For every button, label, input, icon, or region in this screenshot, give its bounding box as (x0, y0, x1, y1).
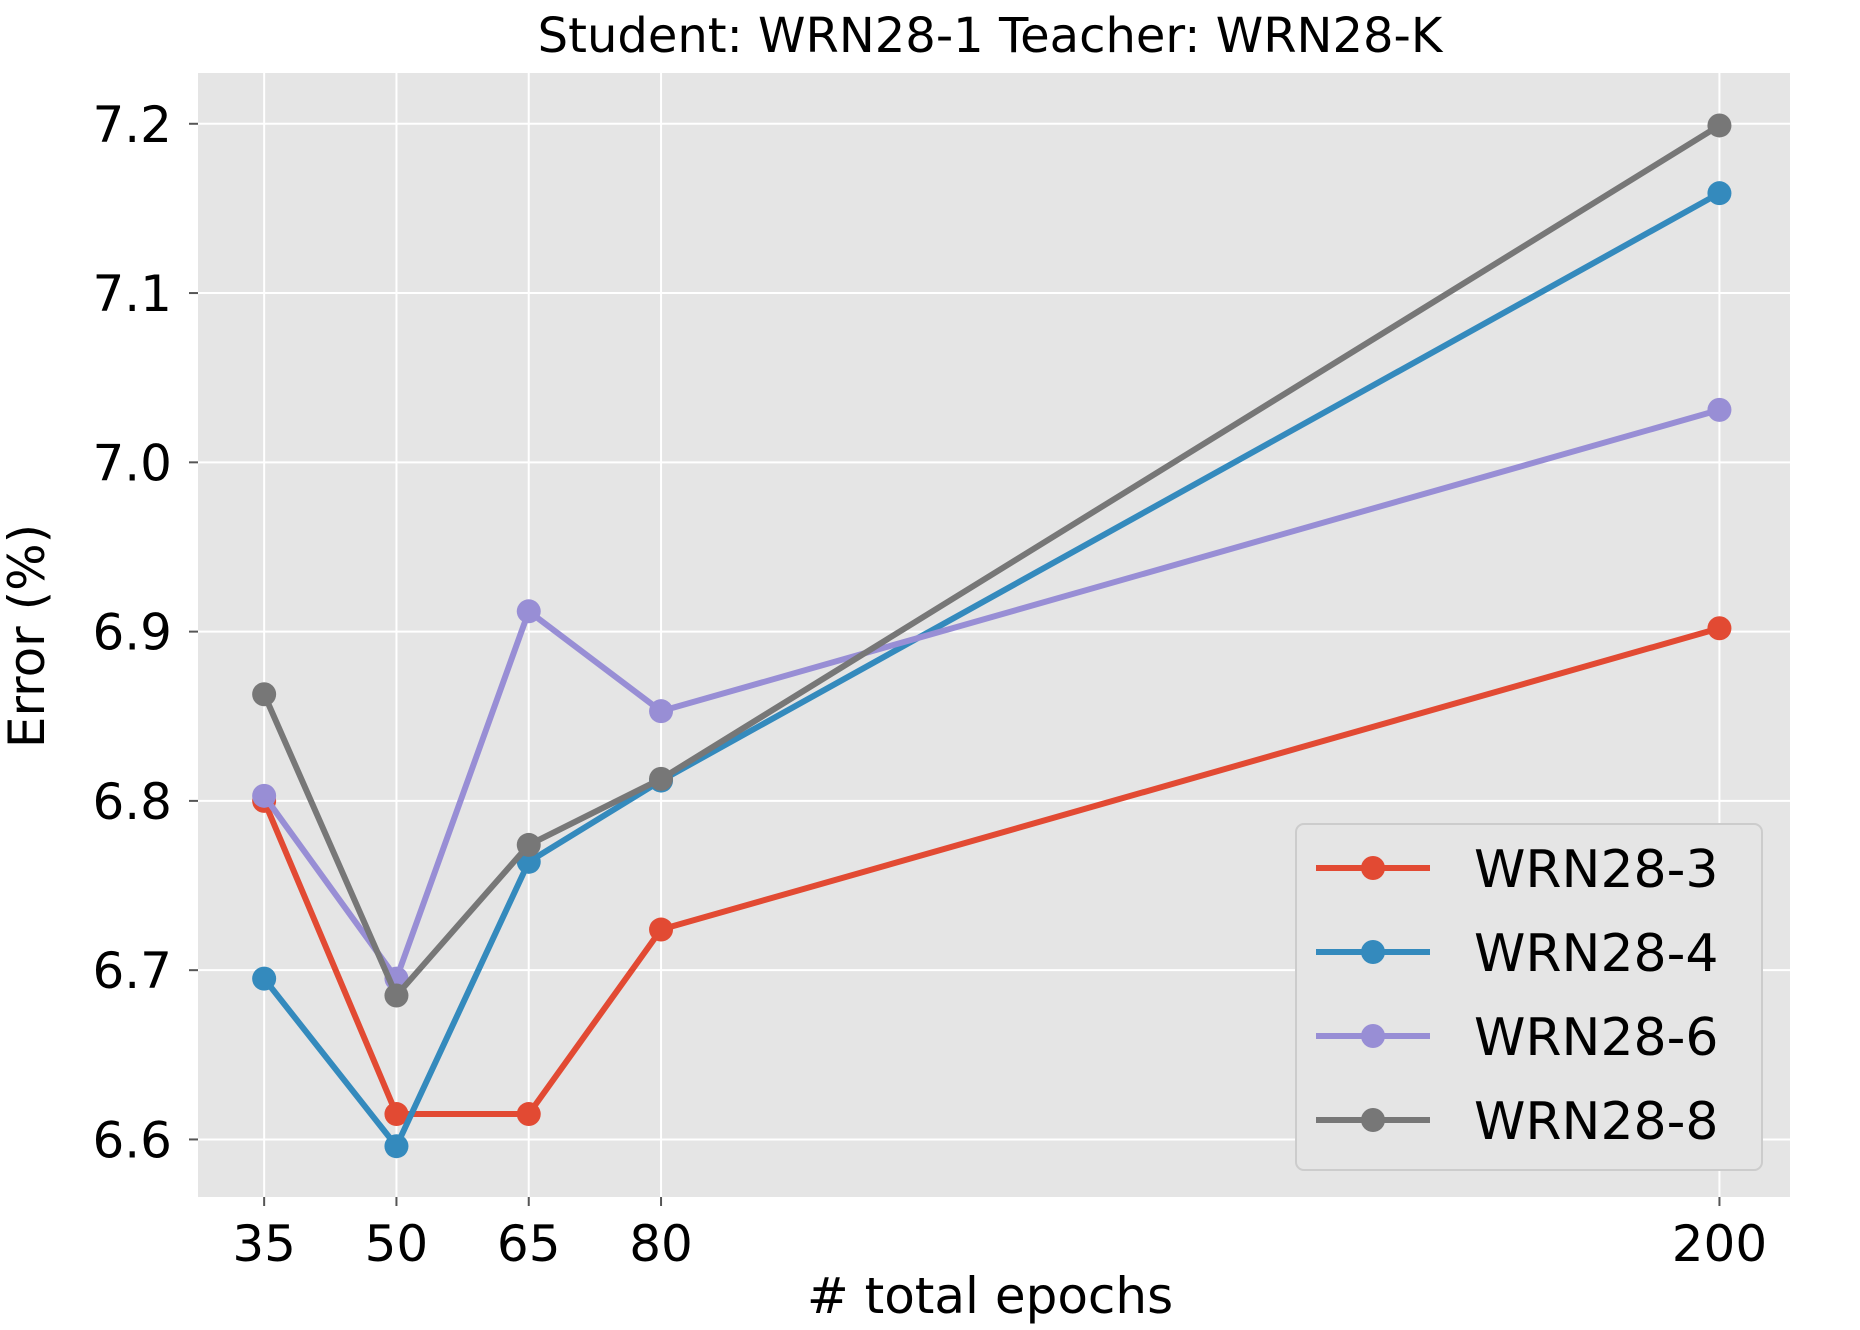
series-layer (252, 113, 1732, 1159)
x-tick-label: 80 (629, 1215, 693, 1273)
legend-marker-wrn28-8 (1361, 1108, 1385, 1132)
data-point-wrn28-8 (252, 682, 277, 707)
y-tick-label: 7.0 (92, 434, 172, 492)
data-point-wrn28-3 (384, 1102, 409, 1127)
data-point-wrn28-6 (516, 599, 541, 624)
x-tick-label: 35 (232, 1215, 296, 1273)
x-tick-label: 200 (1672, 1215, 1767, 1273)
y-tick-label: 6.9 (92, 604, 172, 662)
data-point-wrn28-6 (252, 783, 277, 808)
y-tick-label: 6.7 (92, 942, 172, 1000)
legend-marker-wrn28-3 (1361, 856, 1385, 880)
x-axis-label: # total epochs (807, 1267, 1173, 1325)
series-wrn28-8 (252, 113, 1732, 1008)
legend-box (1295, 823, 1763, 1171)
data-point-wrn28-3 (649, 917, 674, 942)
x-tick-label: 50 (365, 1215, 429, 1273)
legend-marker-wrn28-4 (1361, 940, 1385, 964)
y-tick-label: 7.1 (92, 265, 172, 323)
chart-title: Student: WRN28-1 Teacher: WRN28-K (538, 8, 1444, 64)
data-point-wrn28-6 (1707, 397, 1732, 422)
data-point-wrn28-8 (516, 832, 541, 857)
ticks: 35 50 65 80 200 6.6 6.7 6.8 6.9 7.0 7.1 7.2 (92, 96, 1767, 1273)
data-point-wrn28-8 (384, 983, 409, 1008)
legend-label-wrn28-4: WRN28-4 (1474, 924, 1718, 984)
data-point-wrn28-4 (384, 1134, 409, 1159)
data-point-wrn28-4 (252, 966, 277, 991)
legend-label-wrn28-8: WRN28-8 (1474, 1092, 1718, 1152)
x-tick-label: 65 (497, 1215, 561, 1273)
data-point-wrn28-8 (649, 766, 674, 791)
data-point-wrn28-6 (649, 699, 674, 724)
data-point-wrn28-4 (1707, 181, 1732, 206)
y-tick-label: 6.8 (92, 773, 172, 831)
y-tick-label: 7.2 (92, 96, 172, 154)
legend-label-wrn28-3: WRN28-3 (1474, 840, 1718, 900)
data-point-wrn28-3 (1707, 616, 1732, 641)
legend: WRN28-3 WRN28-4 WRN28-6 WRN28-8 (1295, 823, 1763, 1171)
legend-label-wrn28-6: WRN28-6 (1474, 1008, 1718, 1068)
y-axis-label: Error (%) (0, 524, 56, 748)
data-point-wrn28-3 (516, 1102, 541, 1127)
legend-marker-wrn28-6 (1361, 1024, 1385, 1048)
data-point-wrn28-8 (1707, 113, 1732, 138)
y-tick-label: 6.6 (92, 1111, 172, 1169)
